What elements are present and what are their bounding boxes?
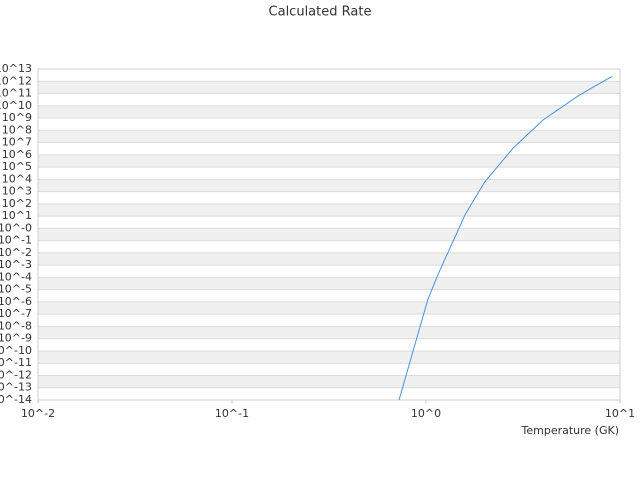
y-tick-label: 10^-12 — [0, 368, 32, 381]
grid-band — [38, 375, 620, 388]
grid-band — [38, 228, 620, 241]
grid-band — [38, 154, 620, 168]
y-tick-label: 10^10 — [0, 99, 32, 112]
y-tick-label: 10^-3 — [0, 258, 32, 271]
y-tick-label: 10^-10 — [0, 344, 32, 357]
grid-band — [38, 252, 620, 266]
y-tick-label: 10^12 — [0, 74, 32, 87]
y-tick-label: 10^4 — [2, 172, 32, 185]
y-tick-label: 10^5 — [2, 160, 32, 173]
grid-band — [38, 326, 620, 339]
plot-background — [38, 81, 620, 388]
y-tick-label: 10^2 — [2, 197, 32, 210]
grid-band — [38, 179, 620, 192]
y-tick-label: 10^-9 — [0, 332, 32, 345]
y-tick-label: 10^1 — [2, 209, 32, 222]
y-tick-label: 10^-5 — [0, 283, 32, 296]
x-tick-label: 10^1 — [605, 407, 635, 420]
x-tick-label: 10^0 — [411, 407, 441, 420]
x-tick-label: 10^-1 — [215, 407, 249, 420]
y-tick-label: 10^3 — [2, 185, 32, 198]
x-axis-label: Temperature (GK) — [521, 424, 620, 437]
grid-band — [38, 81, 620, 94]
plot-border — [37, 68, 621, 401]
y-tick-label: 10^13 — [0, 62, 32, 75]
y-tick-label: 10^-11 — [0, 356, 32, 369]
x-tick-label: 10^-2 — [21, 407, 55, 420]
y-tick-label: 10^-8 — [0, 319, 32, 332]
grid-band — [38, 301, 620, 315]
grid-band — [38, 130, 620, 143]
grid-band — [38, 203, 620, 217]
y-tick-label: 10^9 — [2, 111, 32, 124]
y-tick-label: 10^-0 — [0, 221, 32, 234]
chart-title: Calculated Rate — [269, 5, 372, 20]
y-tick-label: 10^-4 — [0, 270, 32, 283]
grid-band — [38, 105, 620, 119]
data-line — [398, 75, 613, 401]
y-tick-label: 10^-14 — [0, 393, 32, 406]
y-tick-label: 10^-2 — [0, 246, 32, 259]
y-tick-label: 10^-7 — [0, 307, 32, 320]
y-tick-label: 10^8 — [2, 123, 32, 136]
grid-band — [38, 277, 620, 290]
y-tick-label: 10^-13 — [0, 381, 32, 394]
y-tick-label: 10^6 — [2, 148, 32, 161]
y-tick-label: 10^-1 — [0, 234, 32, 247]
y-tick-label: 10^7 — [2, 136, 32, 149]
grid-band — [38, 350, 620, 364]
y-tick-label: 10^-6 — [0, 295, 32, 308]
y-tick-label: 10^11 — [0, 87, 32, 100]
